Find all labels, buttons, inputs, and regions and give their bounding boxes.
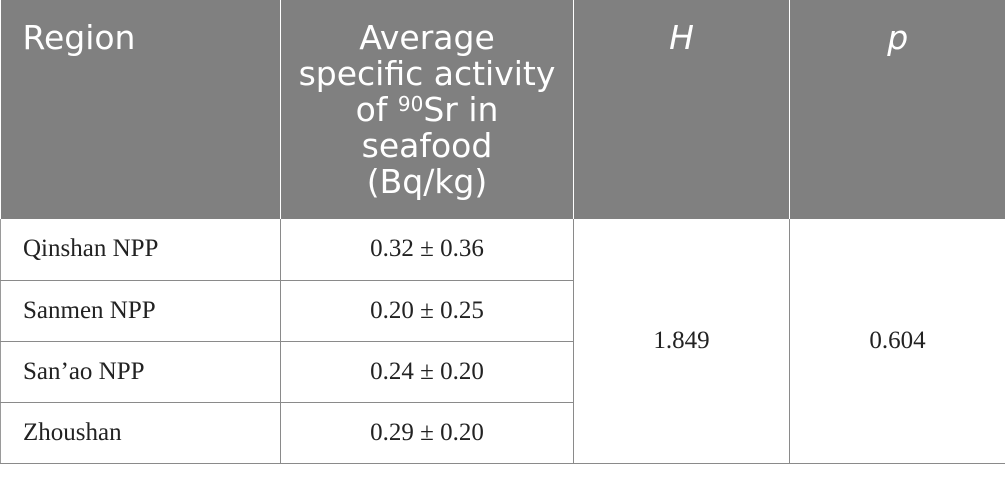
table-body: Qinshan NPP 0.32 ± 0.36 1.849 0.604 Sanm… [0, 219, 1005, 464]
header-h: H [573, 0, 790, 219]
data-table: Region Average specific activity of 90Sr… [0, 0, 1005, 464]
table-row: Sanmen NPP 0.20 ± 0.25 [0, 279, 1005, 342]
activity-cell: 0.32 ± 0.36 [280, 219, 574, 281]
header-region: Region [0, 0, 281, 219]
table-header: Region Average specific activity of 90Sr… [0, 0, 1005, 219]
p-value-cell: 0.604 [789, 219, 1005, 464]
header-activity-suffix: Sr in seafood (Bq/kg) [361, 90, 499, 201]
region-cell: Zhoushan [0, 401, 281, 464]
region-cell: Qinshan NPP [0, 219, 281, 281]
header-isotope-mass-number: 90 [397, 92, 424, 116]
header-average-activity: Average specific activity of 90Sr in sea… [280, 0, 574, 219]
region-cell: San’ao NPP [0, 340, 281, 403]
region-cell: Sanmen NPP [0, 279, 281, 342]
activity-cell: 0.20 ± 0.25 [280, 279, 574, 342]
activity-cell: 0.24 ± 0.20 [280, 340, 574, 403]
header-p: p [789, 0, 1005, 219]
table-row: Zhoushan 0.29 ± 0.20 [0, 401, 1005, 464]
h-value-cell: 1.849 [573, 219, 790, 464]
header-row: Region Average specific activity of 90Sr… [0, 0, 1005, 219]
table-row: Qinshan NPP 0.32 ± 0.36 1.849 0.604 [0, 219, 1005, 464]
header-activity-prefix: Average specific activity of [298, 18, 556, 129]
activity-cell: 0.29 ± 0.20 [280, 401, 574, 464]
